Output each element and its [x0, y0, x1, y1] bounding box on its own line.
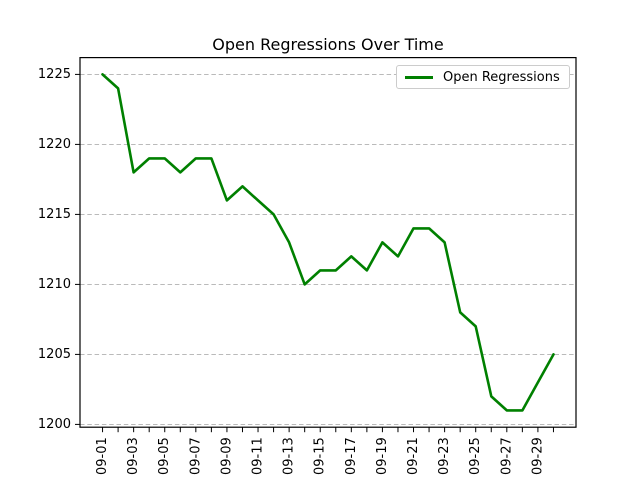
legend-line-swatch — [405, 75, 433, 79]
x-tick-label: 09-09 — [219, 437, 234, 475]
y-tick-label: 1200 — [38, 417, 71, 432]
x-tick-label: 09-23 — [437, 437, 452, 475]
legend-label: Open Regressions — [443, 69, 560, 85]
data-line — [101, 73, 555, 412]
x-tick-label: 09-15 — [313, 437, 328, 475]
x-tick-label: 09-03 — [126, 437, 141, 475]
y-tick-label: 1215 — [38, 207, 71, 222]
y-tick-label: 1220 — [38, 137, 71, 152]
x-tick-label: 09-11 — [251, 437, 266, 475]
x-tick-label: 09-19 — [375, 437, 390, 475]
x-tick-label: 09-05 — [157, 437, 172, 475]
x-tick-label: 09-29 — [530, 437, 545, 475]
x-tick-label: 09-25 — [468, 437, 483, 475]
chart-title: Open Regressions Over Time — [212, 35, 444, 54]
x-tick-label: 09-01 — [95, 437, 110, 475]
y-tick-label: 1205 — [38, 347, 71, 362]
x-tick-label: 09-13 — [282, 437, 297, 475]
x-tick-label: 09-17 — [344, 437, 359, 475]
x-tick-label: 09-27 — [499, 437, 514, 475]
x-tick-label: 09-21 — [406, 437, 421, 475]
x-tick-label: 09-07 — [188, 437, 203, 475]
legend: Open Regressions — [396, 65, 570, 89]
y-tick-label: 1210 — [38, 277, 71, 292]
y-tick-label: 1225 — [38, 67, 71, 82]
plot-border — [79, 56, 577, 428]
